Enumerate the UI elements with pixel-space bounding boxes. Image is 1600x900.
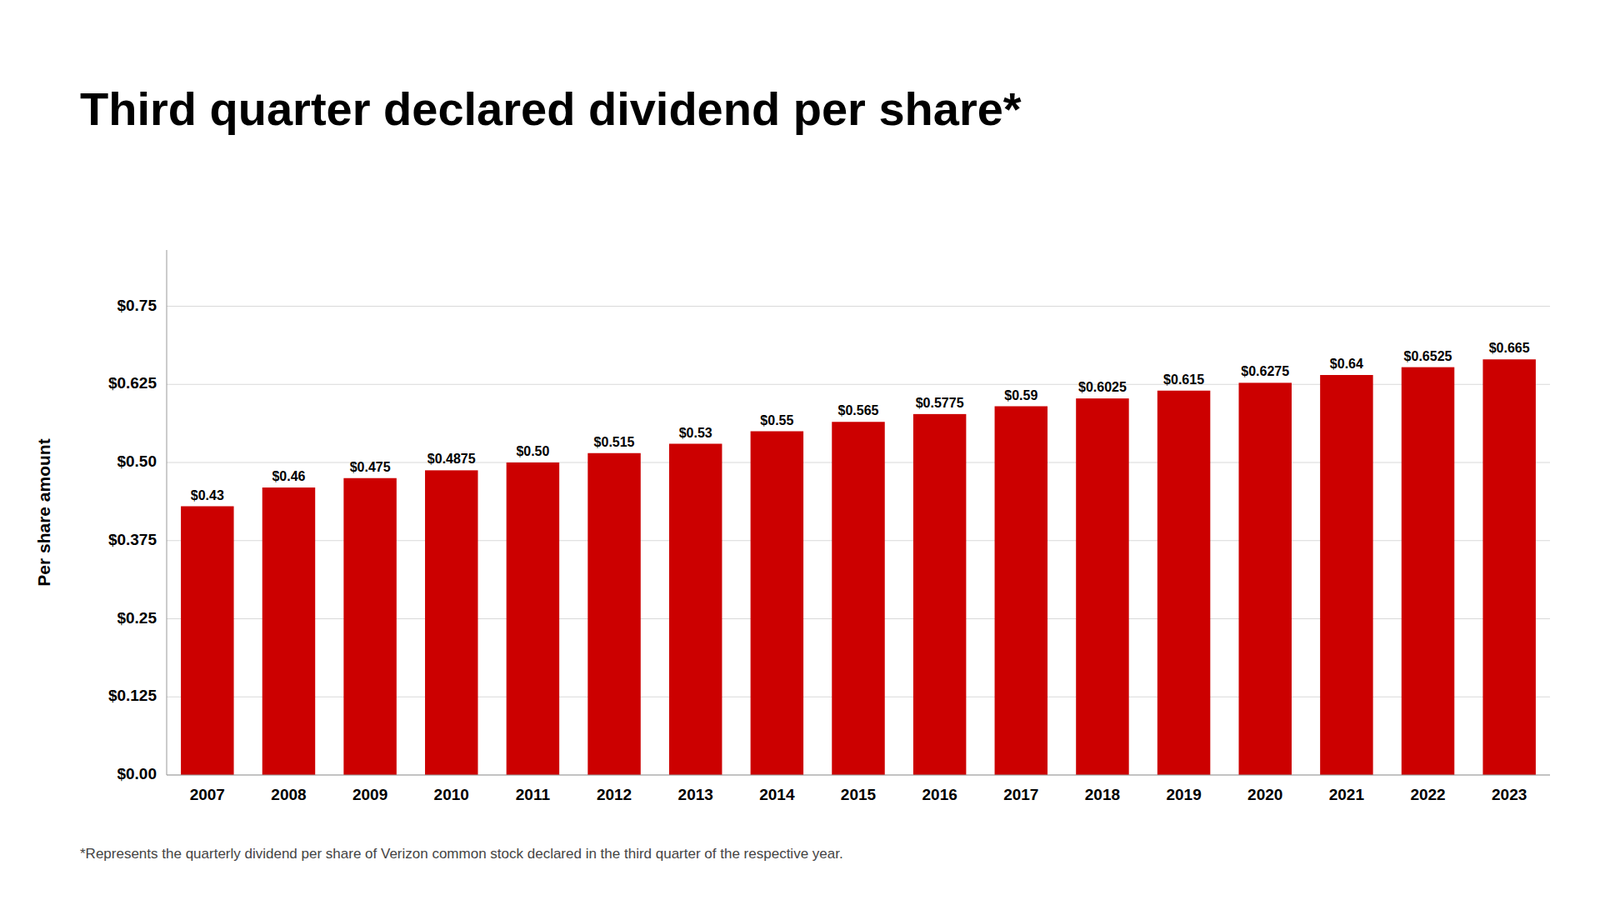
x-tick-label: 2021 xyxy=(1329,785,1365,804)
data-label: $0.615 xyxy=(1163,372,1205,387)
x-tick-label: 2014 xyxy=(759,785,795,804)
bar xyxy=(831,421,885,775)
y-tick-label: $0.375 xyxy=(108,530,158,549)
data-label: $0.475 xyxy=(350,460,391,475)
x-tick-label: 2015 xyxy=(840,785,877,804)
data-label: $0.565 xyxy=(838,403,880,418)
data-label: $0.55 xyxy=(760,413,794,428)
y-tick-label: $0.25 xyxy=(116,609,157,627)
y-axis-line xyxy=(166,250,168,775)
x-tick-label: 2012 xyxy=(596,785,632,804)
x-tick-label: 2010 xyxy=(434,785,470,804)
bar xyxy=(425,470,478,775)
data-label: $0.6025 xyxy=(1078,380,1127,395)
chart-svg: Third quarter declared dividend per shar… xyxy=(0,0,1600,900)
data-label: $0.4875 xyxy=(427,451,476,466)
bar xyxy=(750,431,804,776)
chart-container: Third quarter declared dividend per shar… xyxy=(0,0,1600,900)
bar xyxy=(1320,375,1373,775)
data-label: $0.50 xyxy=(515,444,550,459)
data-label: $0.46 xyxy=(271,469,305,484)
bar xyxy=(343,478,396,775)
data-labels: $0.43 $0.46 $0.475 $0.4875 $0.50 $0.515 $0.53 $… xyxy=(190,340,1530,502)
data-label: $0.6275 xyxy=(1240,364,1290,379)
bar xyxy=(262,487,315,775)
y-tick-label: $0.125 xyxy=(108,686,158,705)
bar xyxy=(1401,367,1455,775)
data-label: $0.43 xyxy=(190,488,225,503)
y-axis-ticks: $0.00 $0.125 $0.25 $0.375 $0.50 $0.625 $0.75 xyxy=(108,296,158,784)
grid xyxy=(166,306,1550,776)
data-label: $0.665 xyxy=(1489,340,1530,355)
x-tick-label: 2020 xyxy=(1247,785,1283,804)
bars xyxy=(180,359,1536,775)
x-tick-label: 2013 xyxy=(678,785,714,804)
y-tick-label: $0.75 xyxy=(116,296,157,315)
bar xyxy=(913,414,966,775)
bar xyxy=(587,453,640,775)
data-label: $0.5775 xyxy=(915,395,965,410)
bar xyxy=(1482,359,1535,775)
data-label: $0.59 xyxy=(1004,388,1038,403)
footnote: *Represents the quarterly dividend per s… xyxy=(80,845,844,862)
x-tick-label: 2023 xyxy=(1491,785,1527,804)
bar xyxy=(506,462,560,775)
x-tick-label: 2011 xyxy=(515,785,551,804)
x-axis-line xyxy=(166,775,1550,776)
y-tick-label: $0.00 xyxy=(116,765,157,783)
bar xyxy=(1075,398,1129,775)
data-label: $0.6525 xyxy=(1404,349,1453,364)
x-tick-label: 2022 xyxy=(1410,785,1445,804)
bar xyxy=(1239,382,1292,775)
x-tick-label: 2008 xyxy=(270,785,306,804)
bar xyxy=(1157,390,1210,775)
data-label: $0.53 xyxy=(679,425,713,440)
bar xyxy=(669,444,722,776)
x-tick-label: 2018 xyxy=(1085,785,1120,804)
x-axis-ticks: 2007 2008 2009 2010 2011 2012 2013 2014 2015 2016… xyxy=(190,785,1528,804)
title: Third quarter declared dividend per shar… xyxy=(80,82,1022,135)
x-tick-label: 2016 xyxy=(922,785,958,804)
grid-line xyxy=(166,305,1550,307)
x-tick-label: 2007 xyxy=(190,785,225,804)
page: {"chart_data": { "type": "bar", "title":… xyxy=(0,0,1600,900)
data-label: $0.515 xyxy=(594,435,635,450)
grid-line xyxy=(166,775,1550,776)
x-tick-label: 2019 xyxy=(1165,785,1201,804)
x-tick-label: 2009 xyxy=(352,785,388,804)
data-label: $0.64 xyxy=(1330,356,1364,371)
x-tick-label: 2017 xyxy=(1003,785,1039,804)
y-tick-label: $0.625 xyxy=(108,374,158,392)
bar xyxy=(995,406,1048,776)
y-tick-label: $0.50 xyxy=(116,452,157,470)
bar xyxy=(180,506,234,776)
y-axis-label: Per share amount xyxy=(34,438,54,586)
